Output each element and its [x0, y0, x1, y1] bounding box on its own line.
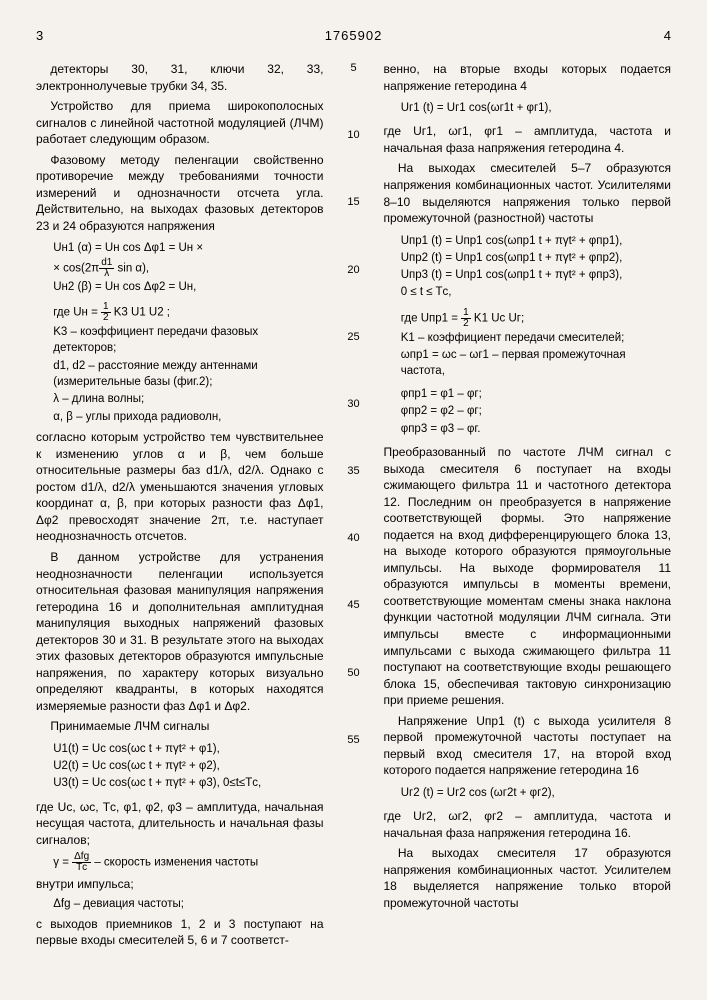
equation: Uпр2 (t) = Uпр1 cos(ωпр1 t + πγt² + φпр2… — [401, 250, 671, 267]
paragraph: В данном устройстве для устранения неодн… — [36, 549, 324, 714]
equation-block: Uг1 (t) = Uг1 cos(ωг1t + φг1), — [401, 100, 671, 117]
paragraph: где Uг2, ωг2, φг2 – амплитуда, частота и… — [384, 808, 672, 841]
page-num-left: 3 — [36, 28, 76, 43]
line-marker: 50 — [346, 666, 362, 681]
equation-block: U1(t) = Uс cos(ωс t + πγt² + φ1), U2(t) … — [53, 741, 323, 793]
equation: Uн1 (α) = Uн cos Δφ1 = Uн × — [53, 240, 323, 257]
line-marker: 30 — [346, 397, 362, 412]
definition: где Uпр1 = 12 K1 Uс Uг; — [401, 308, 671, 329]
equation-block: Uн1 (α) = Uн cos Δφ1 = Uн × × cos(2πd1λ … — [53, 240, 323, 296]
paragraph: Устройство для приема широкополосных сиг… — [36, 98, 324, 148]
document-number: 1765902 — [76, 28, 631, 43]
paragraph: На выходах смесителя 17 образуются напря… — [384, 845, 672, 911]
paragraph: Преобразованный по частоте ЛЧМ сигнал с … — [384, 444, 672, 709]
equation: Uпр3 (t) = Uпр1 cos(ωпр1 t + πγt² + φпр3… — [401, 267, 671, 284]
equation: φпр1 = φ1 – φг; — [401, 386, 671, 403]
paragraph: Принимаемые ЛЧМ сигналы — [36, 718, 324, 735]
definition: d1, d2 – расстояние между антеннами (изм… — [53, 359, 323, 391]
equation-block: Uг2 (t) = Uг2 cos (ωг2t + φг2), — [401, 785, 671, 802]
line-marker: 20 — [346, 263, 362, 278]
equation-block: Uпр1 (t) = Uпр1 cos(ωпр1 t + πγt² + φпр1… — [401, 233, 671, 302]
equation: Uн2 (β) = Uн cos Δφ2 = Uн, — [53, 279, 323, 296]
equation: Uг1 (t) = Uг1 cos(ωг1t + φг1), — [401, 100, 671, 117]
page-header: 3 1765902 4 — [36, 28, 671, 43]
equation: φпр3 = φ3 – φг. — [401, 421, 671, 438]
equation: U2(t) = Uс cos(ωс t + πγt² + φ2), — [53, 758, 323, 775]
paragraph: венно, на вторые входы которых подается … — [384, 61, 672, 94]
definition: α, β – углы прихода радиоволн, — [53, 410, 323, 426]
equation: φпр2 = φ2 – φг; — [401, 403, 671, 420]
left-column: детекторы 30, 31, ключи 32, 33, электрон… — [36, 61, 324, 953]
right-column: венно, на вторые входы которых подается … — [384, 61, 672, 953]
definition: Δfg – девиация частоты; — [53, 897, 323, 913]
page-num-right: 4 — [631, 28, 671, 43]
equation: 0 ≤ t ≤ Tс, — [401, 284, 671, 301]
equation: U3(t) = Uс cos(ωс t + πγt² + φ3), 0≤t≤Tс… — [53, 775, 323, 792]
equation: Uпр1 (t) = Uпр1 cos(ωпр1 t + πγt² + φпр1… — [401, 233, 671, 250]
definitions: Δfg – девиация частоты; — [53, 897, 323, 913]
page: 3 1765902 4 детекторы 30, 31, ключи 32, … — [0, 0, 707, 1000]
paragraph: где Uг1, ωг1, φг1 – амплитуда, частота и… — [384, 123, 672, 156]
line-marker: 15 — [346, 195, 362, 210]
equation-block: φпр1 = φ1 – φг; φпр2 = φ2 – φг; φпр3 = φ… — [401, 386, 671, 438]
definitions: где Uн = 12 K3 U1 U2 ; K3 – коэффициент … — [53, 302, 323, 426]
line-marker: 45 — [346, 598, 362, 613]
equation: U1(t) = Uс cos(ωс t + πγt² + φ1), — [53, 741, 323, 758]
paragraph: согласно которым устройство тем чувствит… — [36, 429, 324, 545]
paragraph: Фазовому методу пеленгации свойственно п… — [36, 152, 324, 235]
line-numbers: 5 10 15 20 25 30 35 40 45 50 55 — [346, 61, 362, 953]
definitions: γ = ΔfgTс – скорость изменения частоты — [53, 852, 323, 873]
definition: γ = ΔfgTс – скорость изменения частоты — [53, 852, 323, 873]
columns: детекторы 30, 31, ключи 32, 33, электрон… — [36, 61, 671, 953]
paragraph: с выходов приемников 1, 2 и 3 поступают … — [36, 916, 324, 949]
equation: × cos(2πd1λ sin α), — [53, 258, 323, 279]
paragraph: детекторы 30, 31, ключи 32, 33, электрон… — [36, 61, 324, 94]
line-marker: 35 — [346, 464, 362, 479]
line-marker: 40 — [346, 531, 362, 546]
equation: Uг2 (t) = Uг2 cos (ωг2t + φг2), — [401, 785, 671, 802]
line-marker: 5 — [346, 61, 362, 76]
definition: K3 – коэффициент передачи фазовых детект… — [53, 325, 323, 357]
line-marker: 10 — [346, 128, 362, 143]
paragraph: На выходах смесителей 5–7 образуются нап… — [384, 160, 672, 226]
line-marker: 55 — [346, 733, 362, 748]
paragraph: где Uс, ωс, Tс, φ1, φ2, φ3 – амплитуда, … — [36, 799, 324, 849]
definition: ωпр1 = ωс – ωг1 – первая промежуточная ч… — [401, 348, 671, 380]
definition: где Uн = 12 K3 U1 U2 ; — [53, 302, 323, 323]
definition: K1 – коэффициент передачи смесителей; — [401, 331, 671, 347]
line-marker: 25 — [346, 330, 362, 345]
paragraph: внутри импульса; — [36, 876, 324, 893]
definitions: где Uпр1 = 12 K1 Uс Uг; K1 – коэффициент… — [401, 308, 671, 381]
definition: λ – длина волны; — [53, 392, 323, 408]
paragraph: Напряжение Uпр1 (t) с выхода усилителя 8… — [384, 713, 672, 779]
